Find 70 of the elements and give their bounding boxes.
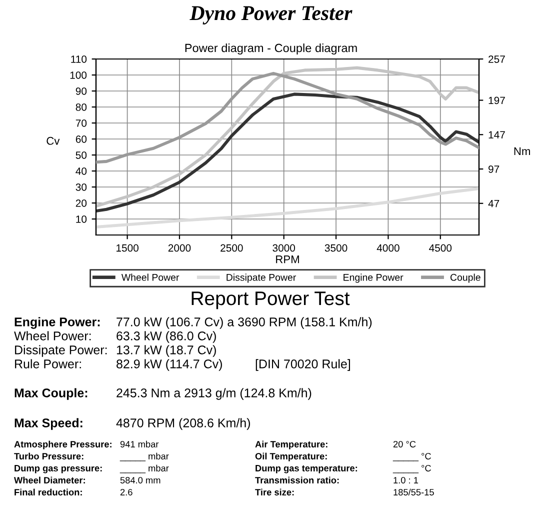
- y2-tick-label: 257: [488, 56, 505, 63]
- x-axis-title: RPM: [276, 256, 299, 264]
- line-series: [96, 92, 479, 213]
- text: Wheel Diameter:: [14, 476, 85, 484]
- x-tick-label: 2500: [220, 244, 243, 252]
- text: Dissipate Power:: [15, 345, 107, 357]
- x-tick-label: 4500: [429, 244, 452, 252]
- x-tick-label: 2000: [168, 244, 191, 252]
- text: 1.0 : 1: [394, 476, 418, 484]
- text: 63.3 kW (86.0 Cv): [116, 331, 216, 343]
- text: 2.6: [120, 488, 132, 496]
- chart-subtitle: Power diagram - Couple diagram: [185, 44, 357, 54]
- y-tick-label: 10: [76, 216, 87, 223]
- text: Dump gas temperature:: [256, 465, 358, 474]
- text: Atmosphere Pressure:: [14, 440, 112, 450]
- text: Air Temperature:: [255, 440, 328, 450]
- text: 77.0 kW (106.7 Cv) a 3690 RPM (158.1 Km/h): [116, 317, 372, 329]
- y2-tick-label: 97: [488, 166, 500, 173]
- y-tick-label: 30: [76, 184, 87, 191]
- y-tick-label: 100: [70, 72, 87, 79]
- y2-tick-label: 197: [488, 96, 505, 104]
- text: _____ mbar: [120, 452, 169, 462]
- text: 82.9 kW (114.7 Cv): [116, 359, 222, 371]
- y-tick-label: 60: [76, 136, 87, 143]
- y2-axis-title: Nm: [514, 147, 530, 156]
- legend-label: Dissipate Power: [226, 274, 296, 283]
- y-tick-label: 40: [76, 168, 87, 175]
- y-tick-label: 70: [76, 120, 87, 127]
- line-series: [96, 187, 479, 229]
- x-tick-label: 3000: [272, 244, 296, 252]
- text: _____ mbar: [120, 464, 169, 474]
- text: 245.3 Nm a 2913 g/m (124.8 Km/h): [116, 388, 312, 400]
- text: Report Power Test: [192, 292, 350, 310]
- y-tick-label: 20: [76, 200, 87, 207]
- text: Dump gas pressure:: [14, 465, 102, 474]
- text: Engine Power:: [14, 317, 100, 329]
- text: _____ °C: [392, 464, 431, 474]
- text: Final reduction:: [14, 488, 82, 496]
- text: 185/55-15: [394, 488, 434, 496]
- text: Tire size:: [255, 488, 294, 496]
- text: 13.7 kW (18.7 Cv): [116, 345, 216, 357]
- text: 4870 RPM (208.6 Km/h): [116, 418, 250, 430]
- text: Transmission ratio:: [255, 476, 339, 484]
- text: 584.0 mm: [120, 476, 160, 484]
- line-series: [96, 72, 479, 164]
- legend-label: Engine Power: [344, 274, 404, 283]
- x-tick-label: 3500: [324, 244, 348, 252]
- text: _____ °C: [392, 452, 431, 462]
- y-axis-title: Cv: [46, 136, 60, 145]
- x-tick-label: 1500: [116, 244, 138, 252]
- text: Max Couple:: [14, 388, 88, 400]
- text: Wheel Power:: [14, 331, 91, 340]
- text: 941 mbar: [120, 440, 159, 448]
- legend-label: Couple: [450, 274, 480, 283]
- x-tick-label: 4000: [376, 244, 400, 252]
- y-tick-label: 90: [76, 88, 87, 95]
- chart-title: Dyno Power Tester: [190, 6, 352, 24]
- y-tick-label: 110: [71, 56, 87, 63]
- text: 20 °C: [393, 440, 416, 448]
- text: Max Speed:: [14, 418, 82, 430]
- y-tick-label: 80: [76, 104, 87, 111]
- text: Oil Temperature:: [255, 452, 327, 462]
- legend-label: Wheel Power: [121, 274, 180, 281]
- y2-tick-label: 47: [488, 200, 500, 208]
- text: Rule Power:: [15, 359, 81, 368]
- text: [DIN 70020 Rule]: [256, 359, 350, 371]
- line-series: [96, 66, 479, 208]
- y2-tick-label: 147: [488, 131, 505, 138]
- text: Turbo Pressure:: [14, 452, 84, 460]
- y-tick-label: 50: [76, 152, 87, 159]
